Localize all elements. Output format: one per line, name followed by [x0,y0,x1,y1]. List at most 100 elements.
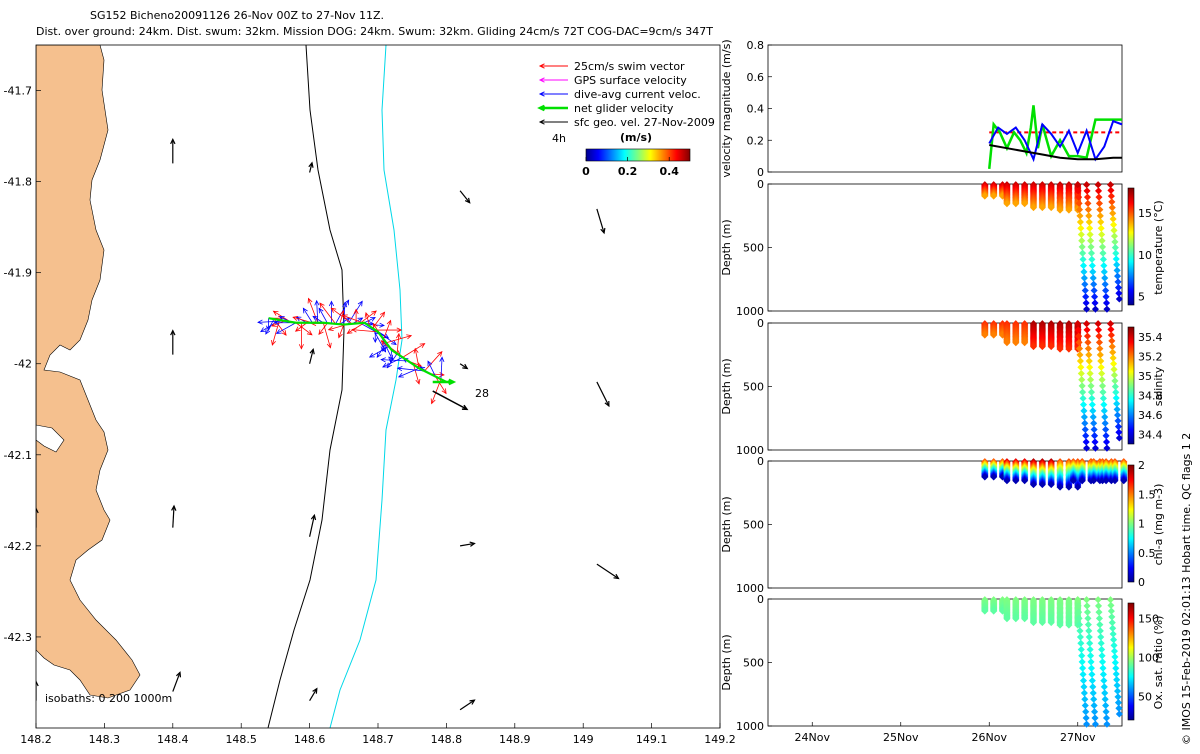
swim-vector-head [330,307,337,313]
map-colorbar-tick-label: 0.4 [659,165,679,178]
geo-arrow-shaft [172,672,181,692]
legend-arrow-head [538,77,545,83]
swim-vector [435,376,447,395]
legend-label: GPS surface velocity [574,74,687,87]
map-layers [36,45,620,728]
current-vector-head [380,357,386,363]
geo-arrow-head [310,513,317,521]
current-vector-head [439,356,445,363]
y-tick-label: 0 [757,178,764,191]
geo-arrow-head [175,671,182,678]
title-line1: SG152 Bicheno20091126 26-Nov 00Z to 27-N… [90,9,384,22]
swim-vector-head [294,326,301,332]
swim-vector-head [281,330,287,336]
current-vector-head [265,328,271,335]
swim-vector-shaft [352,329,379,333]
geo-arrow-head [308,161,314,168]
current-vector-head [266,325,272,332]
current-vector-shaft [369,346,390,358]
current-vector [427,360,436,377]
y-axis-label: Depth (m) [720,634,733,690]
swim-vector [337,324,345,339]
current-vector-head [397,372,404,378]
swim-vector-shaft [435,376,447,394]
map-x-tick-label: 148.2 [20,733,52,746]
current-vector-head [257,319,263,325]
map-y-tick-label: -42.1 [4,449,32,462]
current-vector-head [382,362,388,368]
swim-vector [271,319,280,346]
coastline-land [36,45,141,699]
legend-arrow-head [538,119,545,125]
net-glider-arrow [432,378,457,386]
current-vector [347,300,363,325]
colorbar-tick-label: 5 [1138,291,1145,304]
colorbar-tick-label: 1.5 [1138,488,1156,501]
map-panel: 148.2 148.3 148.4 148.5 148.6 148.7 148.8 148.9… [4,44,736,746]
current-vector-head [368,352,375,358]
y-tick-label: 1000 [736,305,764,318]
colorbar-tick-label: 35.4 [1138,331,1163,344]
geo-arrow-shaft [459,363,468,370]
colorbar-tick-label: 15 [1138,207,1152,220]
y-tick-label: 0 [757,593,764,606]
geo-arrow-head [469,541,476,547]
current-vector-head [388,357,394,363]
y-axis-label: Depth (m) [720,358,733,414]
y-tick-label: 0.8 [747,39,765,52]
profile-point [1003,477,1011,485]
swim-vector-shaft [414,348,420,369]
current-vector-head [314,299,320,306]
current-vector-head [357,300,363,307]
geo-arrow [171,504,177,528]
geo-arrow [309,513,317,537]
swim-vector-head [327,326,334,331]
swim-vector-head [351,327,357,333]
swim-vector [319,302,336,325]
swim-vector-shaft [319,302,336,325]
y-tick-label: 500 [743,657,764,670]
swim-vector [330,307,353,325]
map-x-tick-label: 148.8 [431,733,463,746]
swim-vector-head [307,297,313,304]
swim-vector [364,312,371,327]
swim-vector-shaft [359,310,377,324]
current-vector-shaft [343,302,346,325]
current-vector-head [278,316,285,321]
colorbar-tick-label: 34.8 [1138,389,1163,402]
map-x-tick-label: 149.1 [636,733,668,746]
geo-arrow-shaft [459,190,471,204]
colorbar-tick-label: 35 [1138,370,1152,383]
geo-arrow-head [170,329,176,336]
colorbar [1127,326,1135,445]
profile-point [990,331,998,339]
swim-vector-head [396,327,403,333]
track-label: 28 [475,387,489,400]
swim-vector-shaft [295,322,308,332]
track-vectors [257,297,469,411]
map-y-tick-label: -42.3 [4,631,32,644]
map-ticks: 148.2 148.3 148.4 148.5 148.6 148.7 148.8 148.9… [4,85,736,746]
swim-vector-shaft [338,324,345,338]
net-glider-arrow-head [448,378,457,386]
y-tick-label: 500 [743,519,764,532]
current-vector-shaft [387,353,398,368]
geo-arrow-shaft [459,542,475,547]
swim-vector-shaft [271,319,280,346]
colorbar-label: chl-a (mg m-3) [1152,484,1165,566]
y-tick-label: 500 [743,242,764,255]
geo-arrow [596,563,620,580]
profile-point [990,607,998,615]
colorbar-tick-label: 10 [1138,249,1152,262]
legend-arrow-head [538,91,545,97]
geo-arrow-head [464,197,471,204]
swim-vector [413,364,421,385]
y-axis-label: Depth (m) [720,219,733,275]
swim-vector-head [419,343,426,349]
panel-frame [767,44,1123,173]
geo-arrow-head [469,699,476,705]
net-direction-arrow-head [461,404,469,411]
swim-vector [294,322,308,332]
